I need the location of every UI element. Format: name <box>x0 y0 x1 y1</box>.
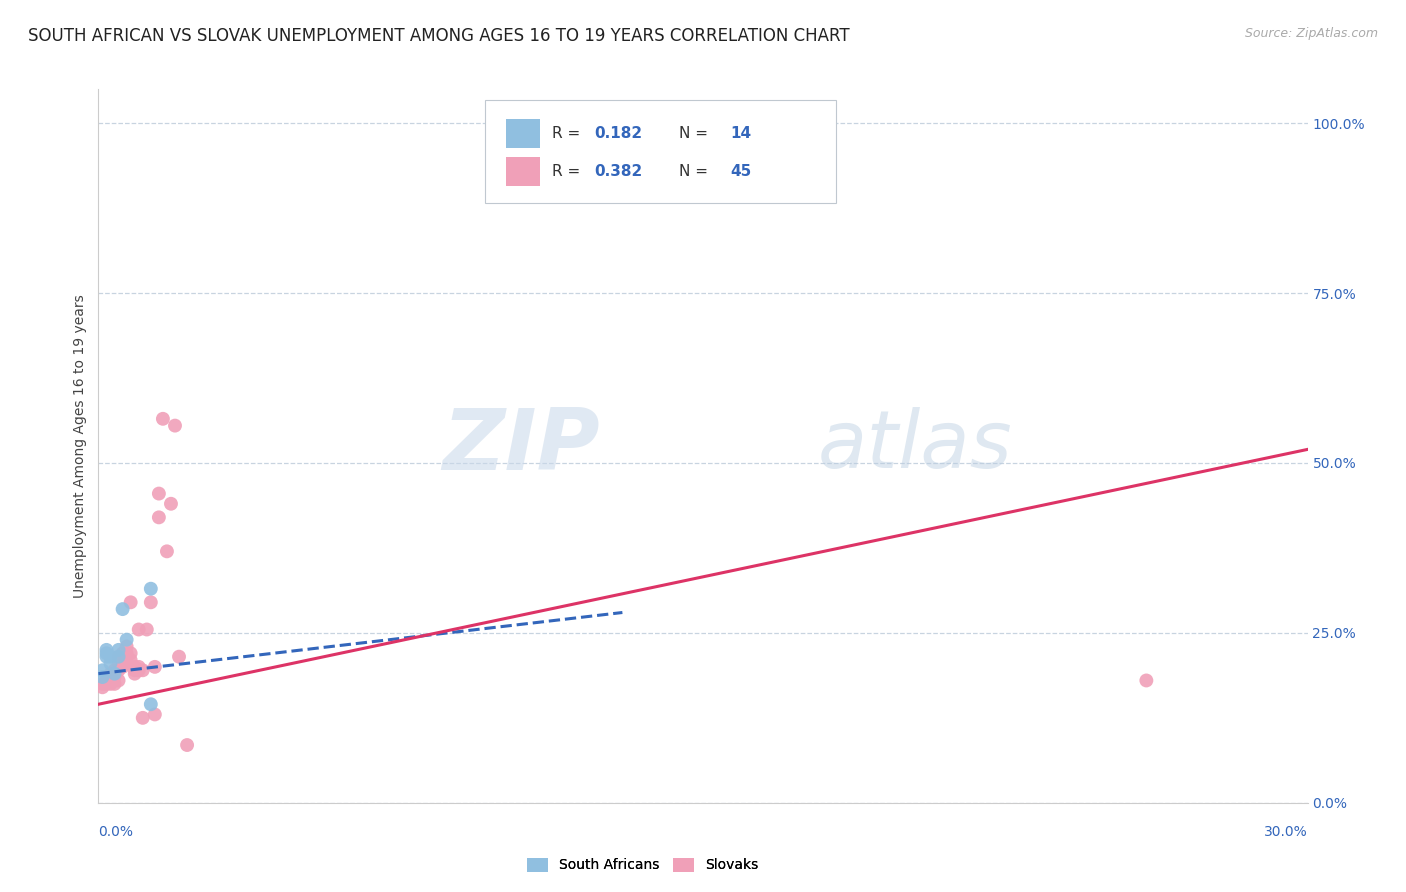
Point <box>100 649 122 664</box>
Point <box>107 649 129 664</box>
Point <box>156 544 179 558</box>
Text: atlas: atlas <box>818 407 1012 485</box>
Text: SOUTH AFRICAN VS SLOVAK UNEMPLOYMENT AMONG AGES 16 TO 19 YEARS CORRELATION CHART: SOUTH AFRICAN VS SLOVAK UNEMPLOYMENT AMO… <box>28 27 849 45</box>
Point <box>176 738 198 752</box>
Point <box>132 711 155 725</box>
Point <box>91 680 114 694</box>
Text: 14: 14 <box>731 126 752 141</box>
Point <box>111 653 134 667</box>
Point <box>143 707 166 722</box>
Point <box>103 666 125 681</box>
Point <box>120 646 142 660</box>
Point <box>107 673 129 688</box>
Point <box>128 660 150 674</box>
Point <box>124 663 146 677</box>
Text: 30.0%: 30.0% <box>1264 825 1308 839</box>
Text: N =: N = <box>679 126 713 141</box>
Point <box>115 649 138 664</box>
Point <box>128 623 150 637</box>
Point <box>148 510 170 524</box>
Point <box>148 486 170 500</box>
Point <box>111 660 134 674</box>
Point <box>103 677 125 691</box>
Text: R =: R = <box>553 164 585 178</box>
Point <box>107 643 129 657</box>
Text: 0.382: 0.382 <box>595 164 643 178</box>
Point <box>115 646 138 660</box>
FancyBboxPatch shape <box>485 100 837 203</box>
Point <box>115 657 138 671</box>
Point <box>143 660 166 674</box>
FancyBboxPatch shape <box>506 120 540 148</box>
Point <box>120 653 142 667</box>
Point <box>124 660 146 674</box>
Point <box>135 623 157 637</box>
Point <box>120 595 142 609</box>
Point <box>100 657 122 671</box>
Point <box>96 646 118 660</box>
Point <box>139 595 162 609</box>
Point <box>91 670 114 684</box>
Text: N =: N = <box>679 164 713 178</box>
Point <box>128 663 150 677</box>
Point <box>160 497 183 511</box>
Point <box>139 698 162 712</box>
Point <box>103 663 125 677</box>
Legend: South Africans, Slovaks: South Africans, Slovaks <box>522 852 763 878</box>
Point <box>107 649 129 664</box>
Point <box>107 657 129 671</box>
Point <box>111 602 134 616</box>
Text: 45: 45 <box>731 164 752 178</box>
Text: R =: R = <box>553 126 585 141</box>
Y-axis label: Unemployment Among Ages 16 to 19 years: Unemployment Among Ages 16 to 19 years <box>73 294 87 598</box>
Point <box>91 677 114 691</box>
Point <box>100 677 122 691</box>
Point <box>100 673 122 688</box>
Point <box>152 412 174 426</box>
Point <box>1135 673 1157 688</box>
Point <box>96 643 118 657</box>
Point <box>100 666 122 681</box>
Point <box>96 673 118 688</box>
Point <box>91 663 114 677</box>
Point <box>139 582 162 596</box>
Point <box>132 663 155 677</box>
Point <box>163 418 186 433</box>
Text: 0.182: 0.182 <box>595 126 643 141</box>
Text: 0.0%: 0.0% <box>98 825 134 839</box>
Point <box>96 677 118 691</box>
Point <box>115 632 138 647</box>
FancyBboxPatch shape <box>506 157 540 186</box>
Point <box>111 646 134 660</box>
Point <box>96 649 118 664</box>
Point <box>107 663 129 677</box>
Point <box>115 640 138 654</box>
Point <box>103 670 125 684</box>
Text: ZIP: ZIP <box>443 404 600 488</box>
Text: Source: ZipAtlas.com: Source: ZipAtlas.com <box>1244 27 1378 40</box>
Point <box>167 649 190 664</box>
Point <box>124 666 146 681</box>
